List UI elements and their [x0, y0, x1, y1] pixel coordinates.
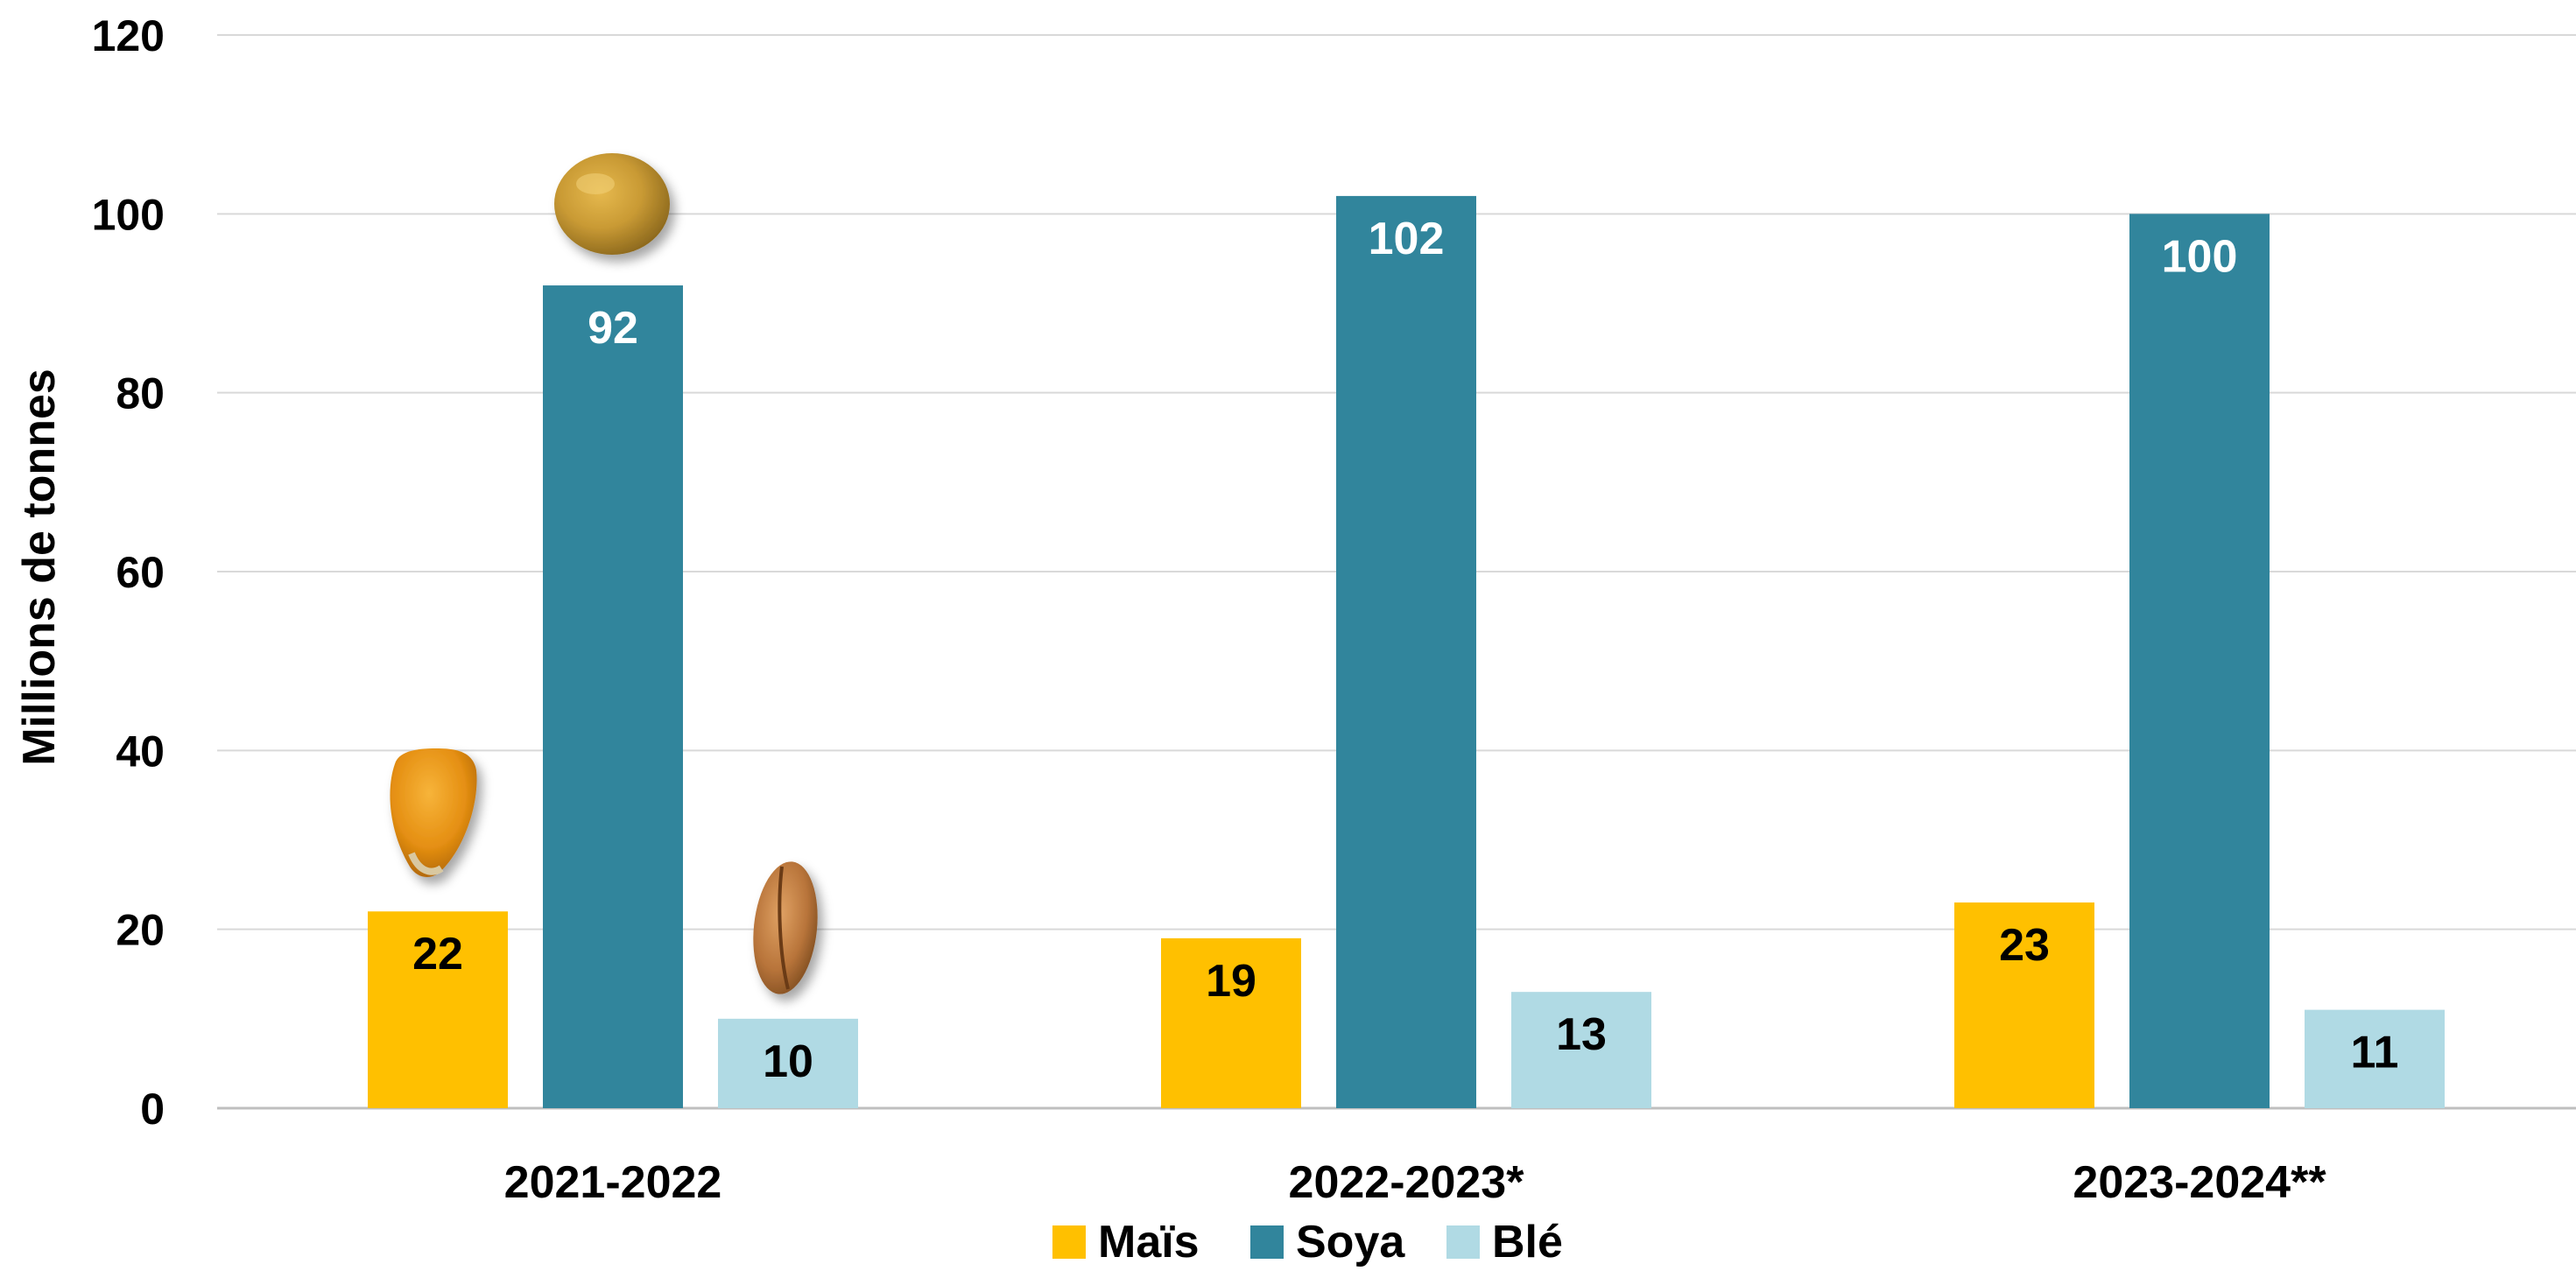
wheat-grain-picture [753, 861, 818, 994]
y-tick-label-0: 0 [140, 1085, 165, 1134]
bars [368, 195, 2445, 1109]
data-label-Soya-2021-2022: 92 [588, 303, 638, 354]
legend-label-Maïs: Maïs [1098, 1217, 1200, 1267]
x-category-label: 2022-2023* [1289, 1157, 1525, 1208]
bar-Maïs-2022-2023* [1161, 937, 1301, 1108]
legend-swatch-Blé [1446, 1225, 1480, 1259]
y-tick-label-80: 80 [116, 369, 165, 418]
data-label-Soya-2022-2023*: 102 [1369, 214, 1445, 264]
legend: Maïs Soya Blé [1052, 1217, 1563, 1267]
x-category-label: 2021-2022 [504, 1157, 722, 1208]
bar-Maïs-2021-2022 [368, 911, 508, 1108]
x-axis-categories: 2021-2022 2022-2023* 2023-2024** [504, 1157, 2327, 1208]
data-label-Maïs-2022-2023*: 19 [1206, 956, 1256, 1007]
data-labels: 22 19 23 92 102 100 10 13 11 [412, 214, 2398, 1087]
y-tick-label-60: 60 [116, 548, 165, 597]
bar-Soya-2023-2024** [2129, 214, 2270, 1109]
legend-swatch-Maïs [1052, 1225, 1086, 1259]
y-tick-label-40: 40 [116, 727, 165, 776]
legend-label-Soya: Soya [1296, 1217, 1405, 1267]
y-tick-label-100: 100 [92, 190, 165, 239]
corn-kernel-picture [390, 748, 477, 877]
y-axis-ticks: 0 20 40 60 80 100 120 [92, 11, 165, 1134]
soybean-picture [554, 153, 670, 255]
data-label-Blé-2023-2024**: 11 [2351, 1028, 2399, 1078]
x-category-label: 2023-2024** [2073, 1157, 2326, 1208]
y-tick-label-20: 20 [116, 906, 165, 955]
data-label-Maïs-2023-2024**: 23 [1999, 920, 2050, 971]
y-tick-label-120: 120 [92, 11, 165, 60]
bar-Maïs-2023-2024** [1954, 902, 2094, 1108]
legend-label-Blé: Blé [1492, 1217, 1563, 1267]
data-label-Maïs-2021-2022: 22 [412, 929, 463, 980]
legend-swatch-Soya [1250, 1225, 1284, 1259]
bar-Soya-2022-2023* [1336, 195, 1476, 1108]
bar-Blé-2023-2024** [2305, 1009, 2445, 1108]
data-label-Soya-2023-2024**: 100 [2162, 231, 2238, 282]
bar-Blé-2021-2022 [718, 1018, 858, 1108]
bar-Soya-2021-2022 [543, 285, 683, 1109]
data-label-Blé-2022-2023*: 13 [1556, 1009, 1607, 1060]
y-axis-title: Millions de tonnes [14, 369, 65, 766]
data-label-Blé-2021-2022: 10 [763, 1036, 813, 1087]
bar-Blé-2022-2023* [1511, 992, 1651, 1108]
